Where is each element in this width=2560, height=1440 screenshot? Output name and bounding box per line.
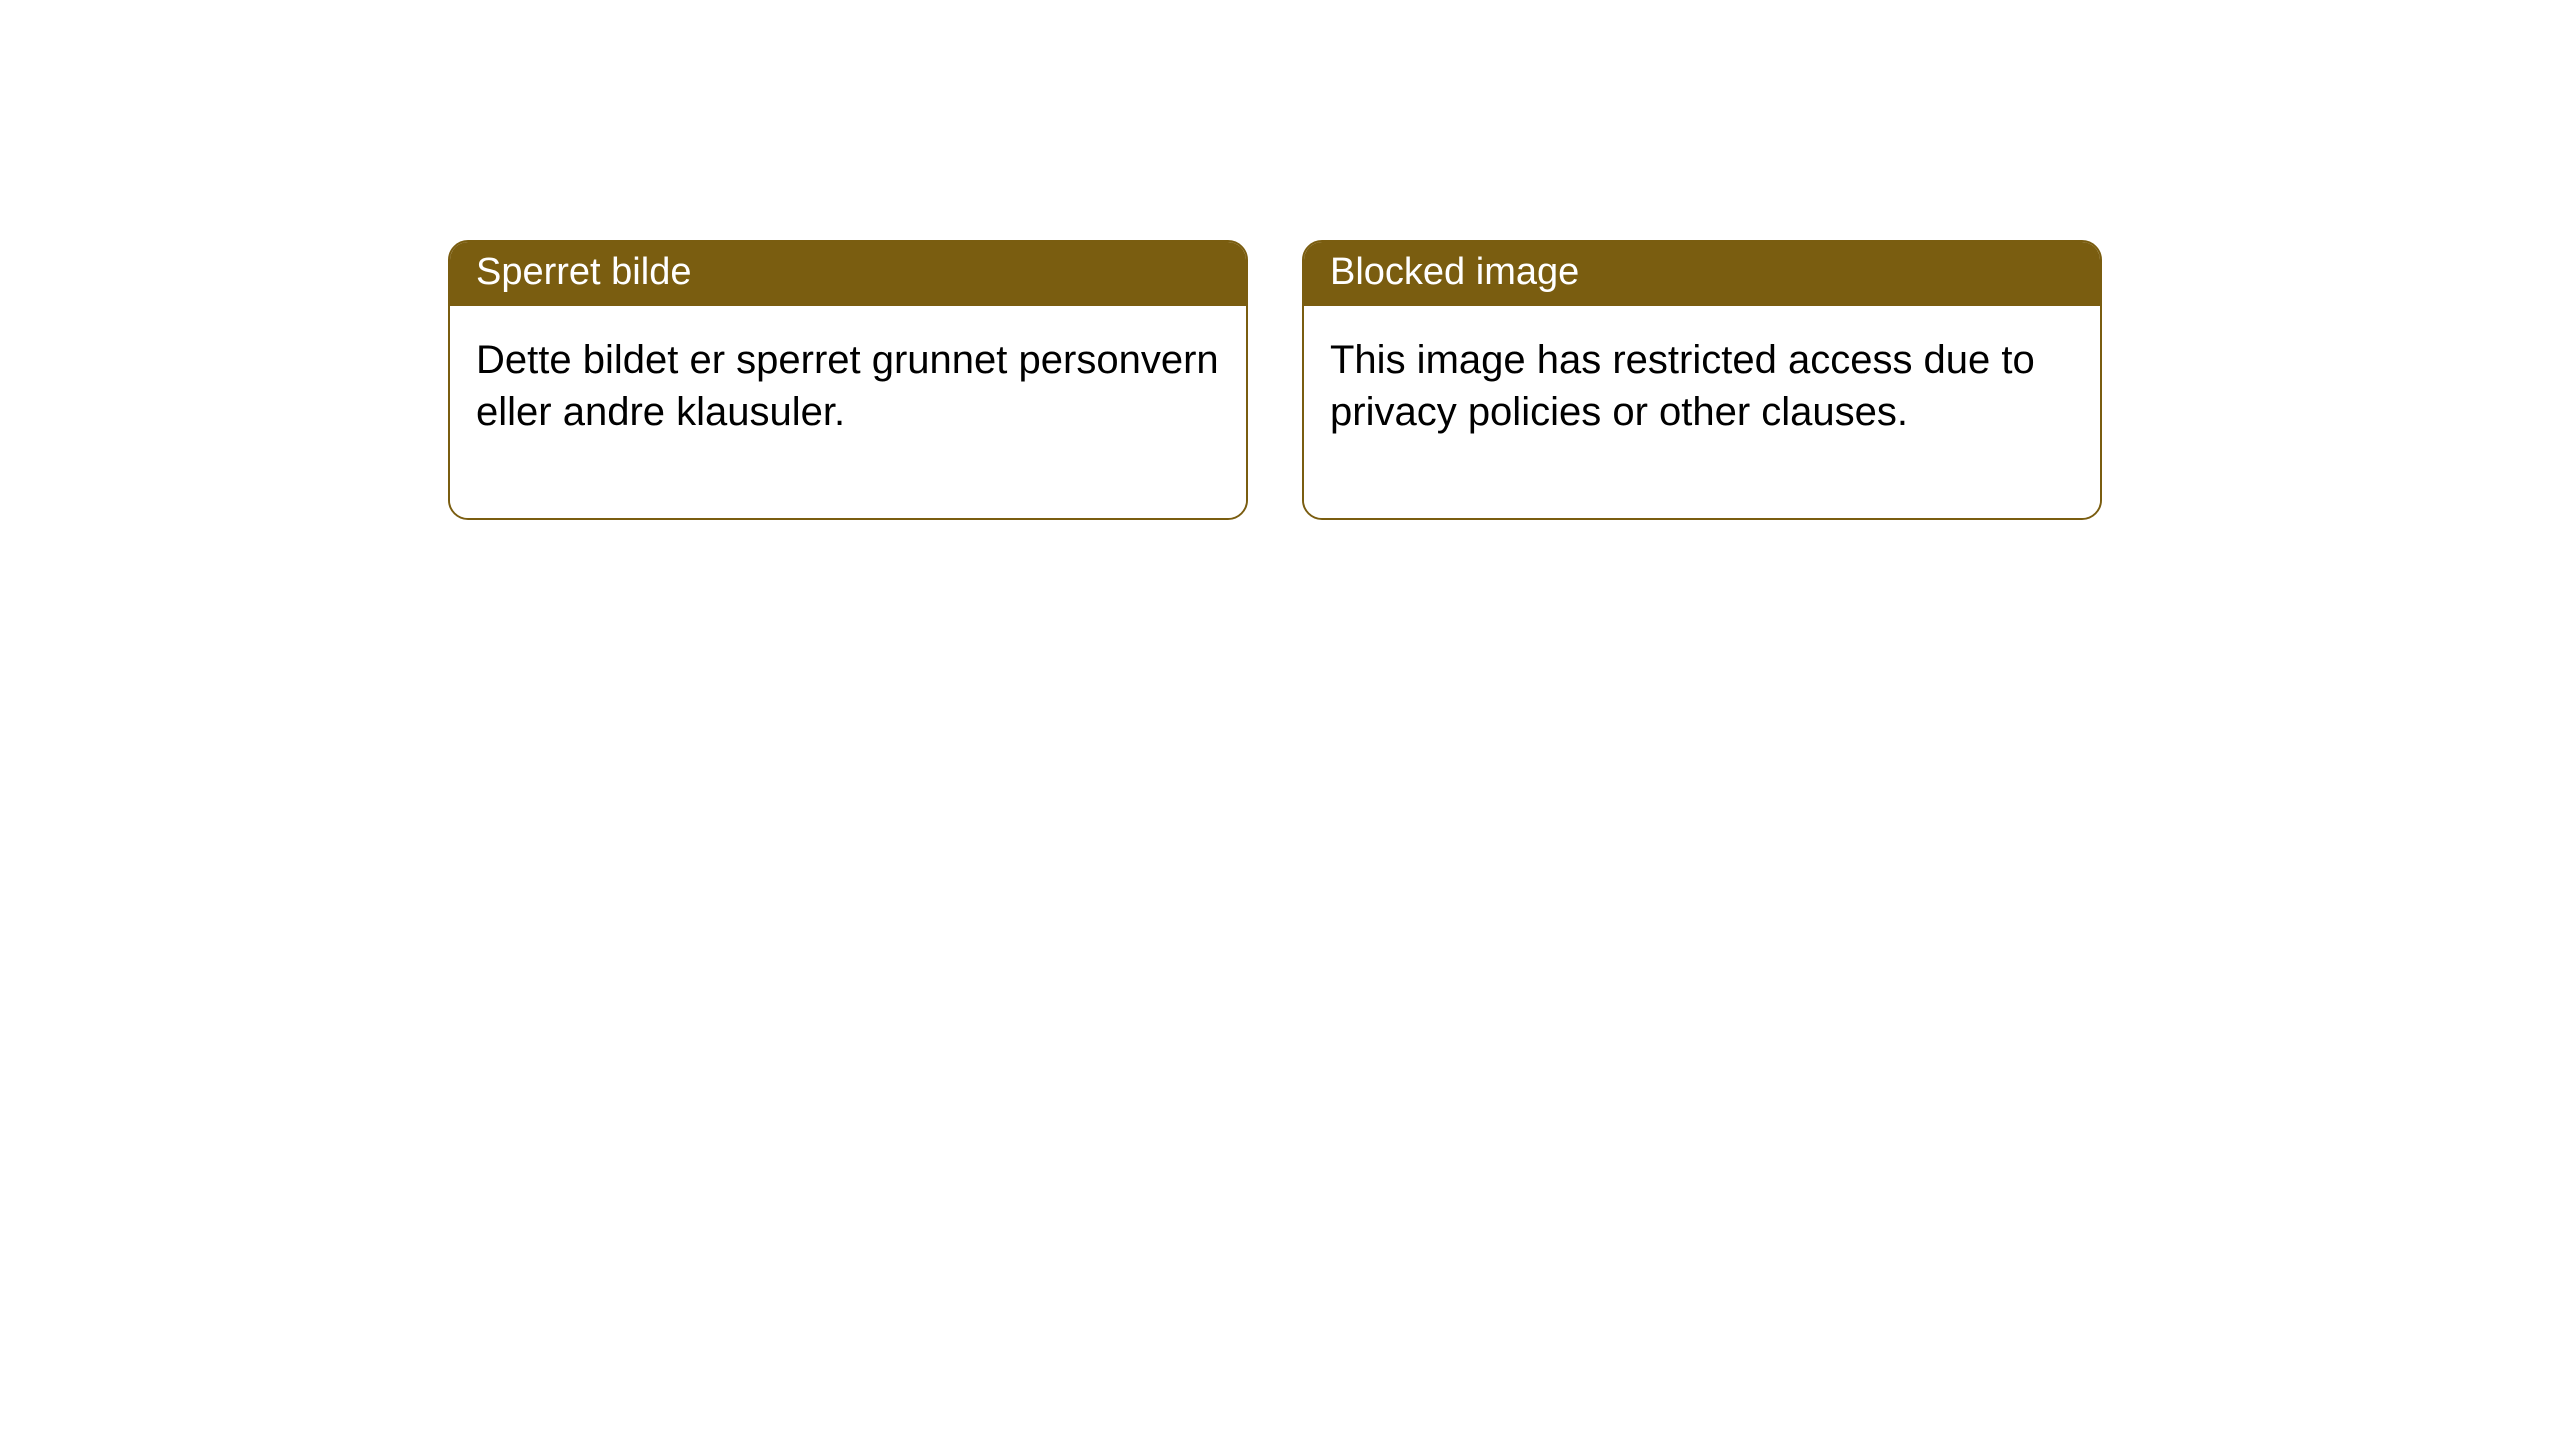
notice-container: Sperret bilde Dette bildet er sperret gr…: [0, 0, 2560, 520]
card-body-en: This image has restricted access due to …: [1304, 306, 2100, 518]
card-body-no: Dette bildet er sperret grunnet personve…: [450, 306, 1246, 518]
card-header-en: Blocked image: [1304, 242, 2100, 306]
card-header-no: Sperret bilde: [450, 242, 1246, 306]
blocked-image-card-en: Blocked image This image has restricted …: [1302, 240, 2102, 520]
blocked-image-card-no: Sperret bilde Dette bildet er sperret gr…: [448, 240, 1248, 520]
